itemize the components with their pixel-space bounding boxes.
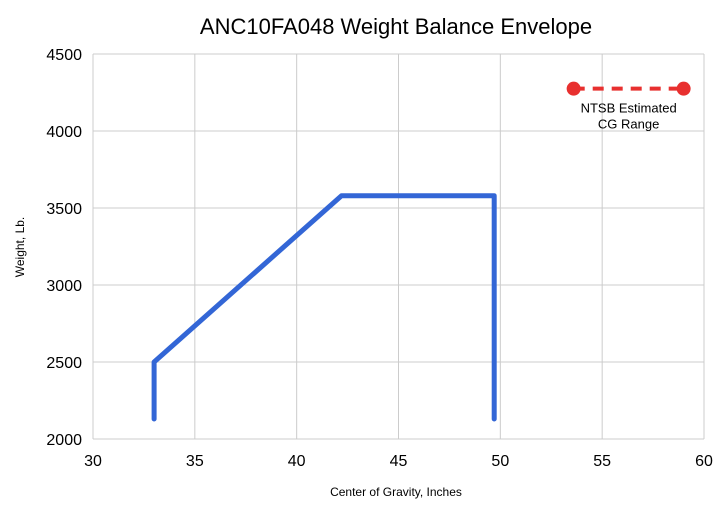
y-tick-label: 4000 [46,124,82,141]
y-axis-ticks: 2000 2500 3000 3500 4000 4500 [46,47,82,449]
x-tick-label: 60 [695,453,713,470]
y-tick-label: 3000 [46,278,82,295]
grid [92,53,705,440]
series [151,81,691,422]
x-tick-label: 45 [390,453,408,470]
x-tick-label: 40 [288,453,306,470]
y-tick-label: 3500 [46,201,82,218]
annotation-text: NTSB Estimated [581,101,677,116]
x-tick-label: 30 [84,453,102,470]
envelope-line [151,193,497,422]
y-tick-label: 2000 [46,432,82,449]
chart-title: ANC10FA048 Weight Balance Envelope [200,14,592,39]
x-tick-label: 55 [593,453,611,470]
x-axis-label: Center of Gravity, Inches [330,485,462,499]
y-tick-label: 2500 [46,355,82,372]
x-axis-ticks: 30 35 40 45 50 55 60 [84,453,713,470]
cg-range-marker [566,81,581,96]
x-tick-label: 50 [491,453,509,470]
y-axis-label: Weight, Lb. [13,217,27,277]
annotation-text: CG Range [598,117,659,132]
cg-range-marker [676,81,691,96]
x-tick-label: 35 [186,453,204,470]
y-tick-label: 4500 [46,47,82,64]
